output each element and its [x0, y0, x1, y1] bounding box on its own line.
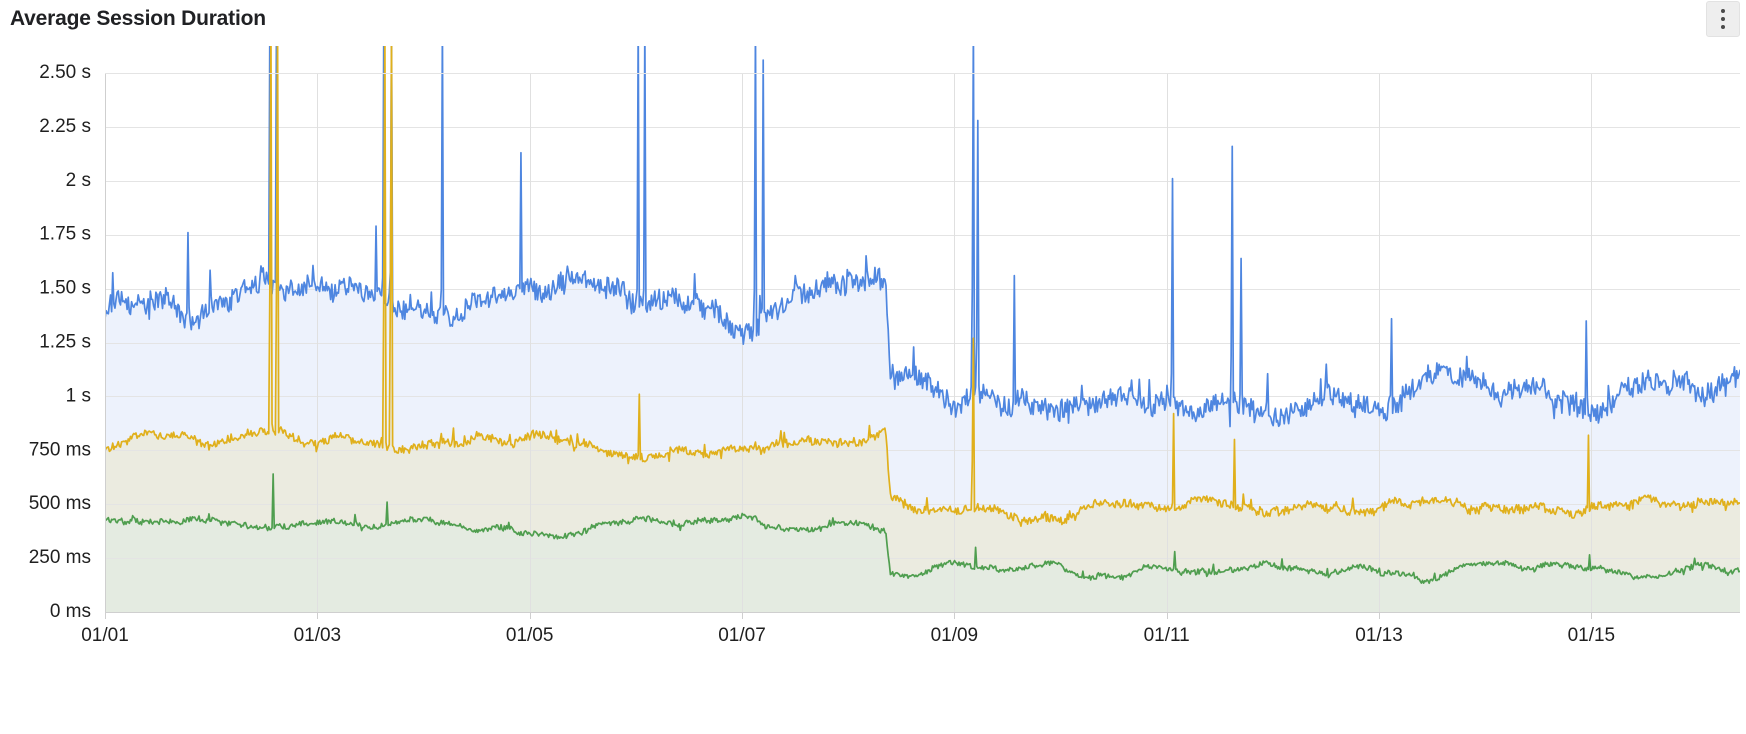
x-axis-tick-label: 01/09 [931, 625, 979, 646]
x-axis-tick-label: 01/11 [1144, 625, 1190, 646]
series-line-p75 [105, 46, 1740, 528]
x-axis-tick-label: 01/03 [294, 625, 342, 646]
vertical-ellipsis-icon[interactable] [1706, 1, 1740, 37]
y-axis-tick-label: 750 ms [29, 439, 91, 460]
page-title: Average Session Duration [10, 7, 266, 30]
series-line-p50 [105, 473, 1740, 585]
ellipsis-dot-1 [1721, 9, 1725, 13]
series-fills [105, 46, 1740, 612]
axis-lines [105, 73, 1740, 613]
x-axis-tick-labels: 01/01 01/03 01/05 01/07 01/09 01/11 01/13 01/15 [81, 625, 1615, 646]
x-axis-tick-label: 01/15 [1568, 625, 1616, 646]
y-axis-tick-label: 2.25 s [39, 116, 91, 137]
y-axis-tick-label: 250 ms [29, 547, 91, 568]
x-axis-tick-label: 01/13 [1355, 625, 1403, 646]
series-area-p50 [105, 474, 1740, 612]
y-axis-tick-label: 1.50 s [39, 278, 91, 299]
x-axis-tick-label: 01/07 [718, 625, 766, 646]
y-axis-tick-label: 0 ms [50, 601, 91, 622]
series-lines [105, 46, 1740, 585]
timeseries-svg: 0 ms 250 ms 500 ms 750 ms 1 s 1.25 s 1.50 s 1.7… [29, 46, 1740, 646]
y-axis-tick-label: 500 ms [29, 493, 91, 514]
x-axis-tick-label: 01/05 [506, 625, 554, 646]
series-line-p95 [105, 46, 1740, 428]
y-axis-tick-label: 1.25 s [39, 332, 91, 353]
y-axis-tick-label: 2.50 s [39, 62, 91, 83]
y-axis-tick-label: 1.75 s [39, 224, 91, 245]
series-area-p75 [105, 46, 1740, 612]
chart-plot-area[interactable]: 0 ms 250 ms 500 ms 750 ms 1 s 1.25 s 1.50 s 1.7… [0, 46, 1746, 734]
y-axis-tick-label: 2 s [66, 170, 91, 191]
y-axis-tick-label: 1 s [66, 385, 91, 406]
x-axis-tick-label: 01/01 [81, 625, 129, 646]
y-axis-tick-labels: 0 ms 250 ms 500 ms 750 ms 1 s 1.25 s 1.50 s 1.7… [29, 62, 91, 622]
card-header: Average Session Duration [0, 0, 1746, 46]
ellipsis-dot-2 [1721, 17, 1725, 21]
ellipsis-dot-3 [1721, 25, 1725, 29]
